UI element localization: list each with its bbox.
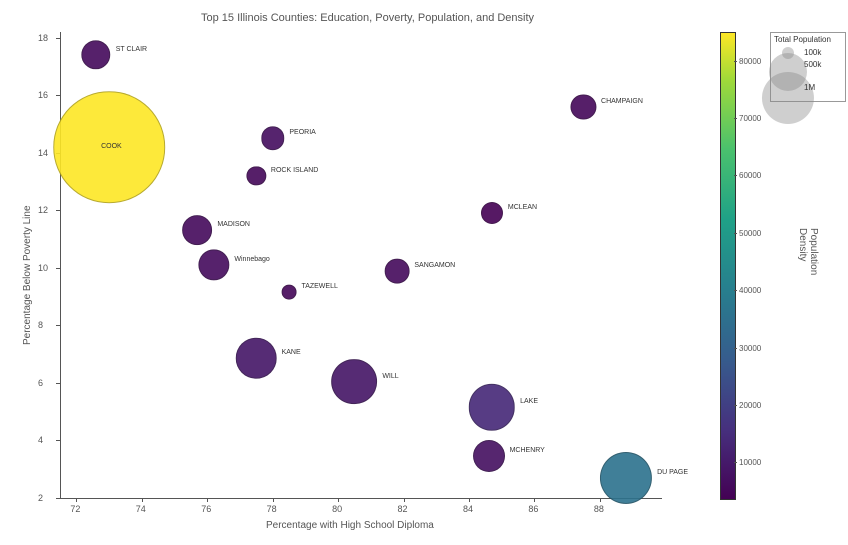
colorbar-tick: 50000 [739,229,761,238]
colorbar [720,32,736,500]
bubble-mchenry[interactable] [473,440,505,472]
bubble-sangamon[interactable] [385,258,410,283]
colorbar-tick: 80000 [739,57,761,66]
colorbar-tick: 20000 [739,401,761,410]
bubble-label: CHAMPAIGN [601,98,643,105]
y-tick: 6 [38,378,43,388]
bubble-label: MADISON [217,221,250,228]
bubble-label: COOK [101,143,122,150]
bubble-label: SANGAMON [414,262,455,269]
colorbar-tick: 30000 [739,344,761,353]
bubble-du-page[interactable] [600,452,652,504]
x-axis-spine [60,498,662,499]
x-tick: 76 [201,504,211,514]
bubble-label: WILL [382,373,398,380]
bubble-label: LAKE [520,398,538,405]
x-tick: 72 [70,504,80,514]
x-tick: 74 [136,504,146,514]
bubble-st-clair[interactable] [81,40,110,69]
bubble-label: PEORIA [289,129,315,136]
bubble-mclean[interactable] [481,202,503,224]
bubble-will[interactable] [332,359,378,405]
bubble-label: MCLEAN [508,204,537,211]
y-tick: 18 [38,33,48,43]
colorbar-tick: 10000 [739,458,761,467]
bubble-kane[interactable] [236,338,277,379]
x-tick: 78 [267,504,277,514]
x-tick: 88 [594,504,604,514]
x-tick: 86 [528,504,538,514]
colorbar-label: Population Density [797,228,819,308]
y-tick: 4 [38,435,43,445]
y-axis-label: Percentage Below Poverty Line [22,205,33,345]
y-tick: 16 [38,90,48,100]
colorbar-tick: 40000 [739,286,761,295]
colorbar-tick: 60000 [739,171,761,180]
bubble-winnebago[interactable] [198,249,229,280]
bubble-rock-island[interactable] [247,166,266,185]
y-axis-spine [60,32,61,498]
colorbar-tick: 70000 [739,114,761,123]
x-axis-label: Percentage with High School Diploma [266,520,434,531]
y-tick: 2 [38,493,43,503]
bubble-label: TAZEWELL [301,283,337,290]
bubble-label: ST CLAIR [116,46,147,53]
legend-circle [762,72,814,124]
bubble-tazewell[interactable] [282,285,297,300]
legend-title: Total Population [774,35,831,44]
legend-item-label: 500k [804,60,821,69]
y-tick: 14 [38,148,48,158]
x-tick: 82 [398,504,408,514]
y-tick: 10 [38,263,48,273]
chart-title: Top 15 Illinois Counties: Education, Pov… [201,12,534,24]
bubble-label: KANE [282,349,301,356]
x-tick: 80 [332,504,342,514]
bubble-lake[interactable] [469,384,516,431]
bubble-label: DU PAGE [657,469,688,476]
bubble-label: MCHENRY [510,447,545,454]
y-tick: 12 [38,205,48,215]
bubble-madison[interactable] [183,216,213,246]
bubble-label: ROCK ISLAND [271,167,318,174]
bubble-peoria[interactable] [261,127,284,150]
legend-item-label: 1M [804,83,815,92]
legend-item-label: 100k [804,48,821,57]
x-tick: 84 [463,504,473,514]
y-tick: 8 [38,320,43,330]
bubble-champaign[interactable] [571,94,596,119]
chart-container: Top 15 Illinois Counties: Education, Pov… [0,0,848,545]
bubble-label: Winnebago [234,256,269,263]
